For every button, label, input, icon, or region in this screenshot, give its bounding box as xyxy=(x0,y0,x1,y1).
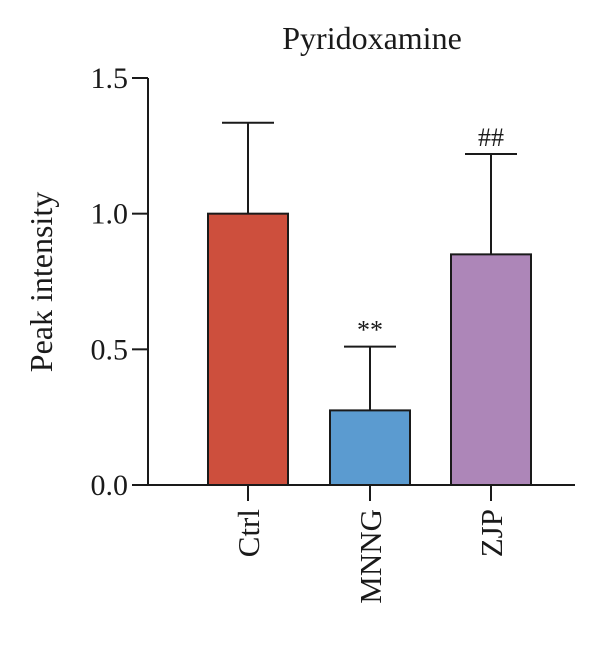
y-tick-label: 1.0 xyxy=(91,198,129,231)
y-tick-label: 1.5 xyxy=(91,62,129,95)
bar-ctrl xyxy=(207,212,289,487)
y-axis: 0.0 0.5 1.0 1.5 xyxy=(91,62,149,502)
bar-mnng xyxy=(329,409,411,486)
y-tick-label: 0.5 xyxy=(91,333,129,366)
bar-zjp xyxy=(450,253,532,486)
x-tick-label: MNNG xyxy=(353,509,388,604)
y-axis-label: Peak intensity xyxy=(23,192,59,372)
x-tick-label: ZJP xyxy=(474,509,509,557)
bars-group: ** ## xyxy=(207,121,532,487)
x-tick-label: Ctrl xyxy=(231,509,266,557)
chart-title: Pyridoxamine xyxy=(282,20,462,56)
x-axis: Ctrl MNNG ZJP xyxy=(148,484,575,604)
y-tick-label: 0.0 xyxy=(91,469,129,502)
significance-label: ## xyxy=(478,123,504,152)
significance-label: ** xyxy=(357,316,383,345)
